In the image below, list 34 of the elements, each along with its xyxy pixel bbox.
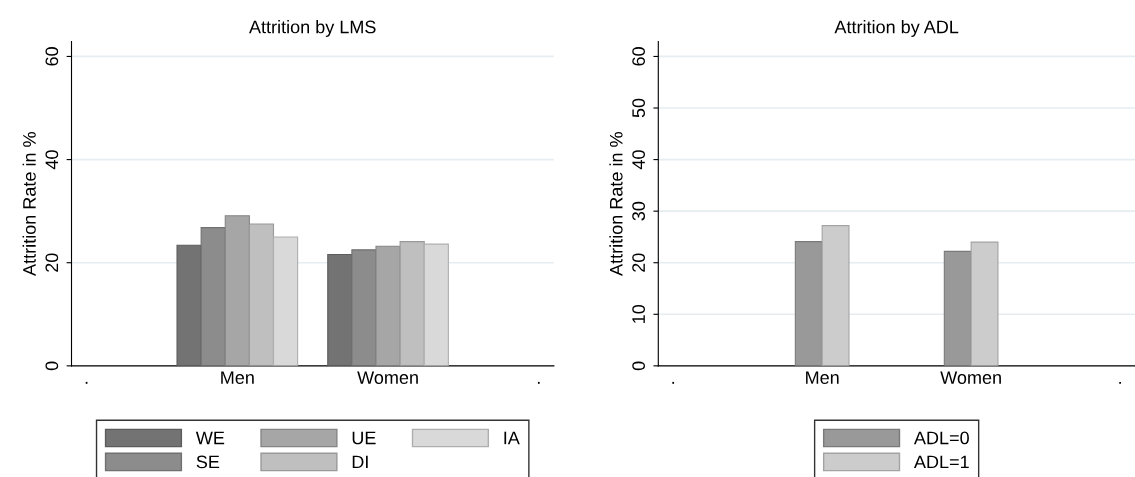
bar: [248, 223, 275, 366]
x-tick-label: Women: [357, 371, 418, 384]
legend-label: ADL=1: [913, 455, 969, 469]
y-tick-label: 50: [632, 98, 646, 118]
x-tick-label: .: [1119, 381, 1121, 384]
x-tick-label: .: [537, 381, 540, 384]
legend-label: IA: [504, 431, 520, 445]
legend-label: UE: [352, 431, 376, 445]
legend-label: DI: [352, 455, 368, 469]
bar: [423, 243, 449, 366]
bar: [272, 236, 299, 366]
x-tick-label: Women: [940, 371, 1001, 384]
y-axis-title: Attrition Rate in %: [609, 132, 623, 276]
bar: [399, 241, 425, 366]
x-tick-label: Men: [221, 371, 254, 384]
y-tick-label: 30: [632, 201, 646, 221]
y-axis-title: Attrition Rate in %: [22, 132, 36, 276]
x-tick-label: Men: [806, 371, 839, 384]
y-tick-label: 0: [632, 361, 646, 371]
y-tick-label: 60: [45, 47, 59, 66]
chart-title: Attrition by LMS: [249, 20, 376, 37]
chart-title: Attrition by ADL: [834, 20, 959, 37]
x-tick-label: .: [672, 381, 675, 384]
legend-label: ADL=0: [913, 431, 969, 445]
y-tick-label: 40: [45, 150, 59, 170]
y-tick-label: 40: [632, 150, 646, 170]
y-tick-label: 20: [45, 253, 59, 272]
y-tick-label: 0: [45, 361, 59, 371]
legend-label: SE: [196, 455, 220, 469]
y-tick-label: 20: [632, 253, 646, 272]
x-tick-label: .: [85, 381, 88, 384]
legend-label: WE: [195, 431, 225, 445]
y-tick-label: 10: [632, 304, 646, 323]
y-tick-label: 60: [632, 47, 646, 66]
